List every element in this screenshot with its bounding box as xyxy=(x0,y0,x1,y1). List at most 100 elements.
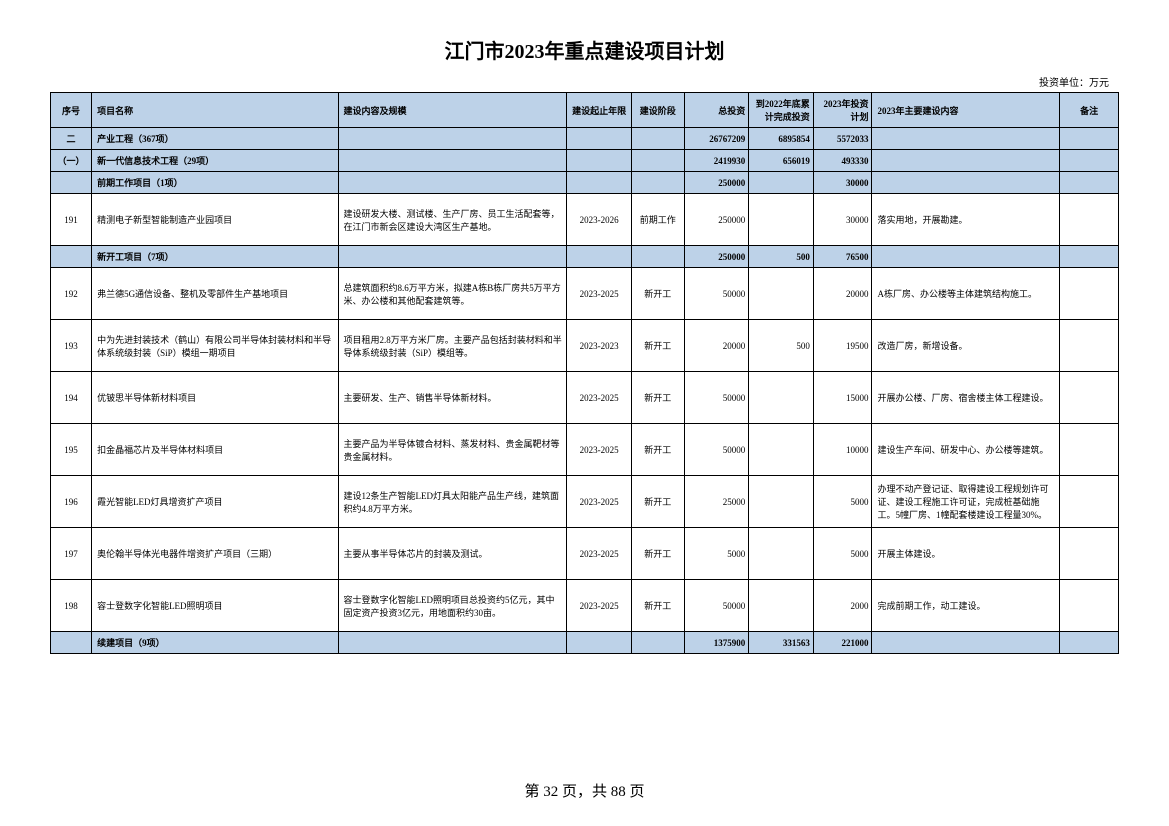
cell-name: 精测电子新型智能制造产业园项目 xyxy=(92,194,338,246)
cell-cumulative xyxy=(749,172,814,194)
cell-plan: 76500 xyxy=(813,246,872,268)
cell-name: 容士登数字化智能LED照明项目 xyxy=(92,580,338,632)
cell-period xyxy=(567,128,632,150)
cell-name: 新开工项目（7项） xyxy=(92,246,338,268)
cell-content: 改造厂房，新增设备。 xyxy=(872,320,1060,372)
table-row: 194优铍思半导体新材料项目主要研发、生产、销售半导体新材料。2023-2025… xyxy=(51,372,1119,424)
cell-phase: 前期工作 xyxy=(631,194,684,246)
cell-period: 2023-2025 xyxy=(567,528,632,580)
cell-total: 50000 xyxy=(684,424,749,476)
table-row: 二产业工程（367项）2676720968958545572033 xyxy=(51,128,1119,150)
cell-desc: 主要研发、生产、销售半导体新材料。 xyxy=(338,372,567,424)
cell-period xyxy=(567,150,632,172)
cell-total: 250000 xyxy=(684,172,749,194)
table-row: 续建项目（9项） 1375900331563221000 xyxy=(51,632,1119,654)
cell-period xyxy=(567,632,632,654)
col-header-cumulative: 到2022年底累计完成投资 xyxy=(749,93,814,128)
cell-cumulative: 656019 xyxy=(749,150,814,172)
cell-desc: 建设研发大楼、测试楼、生产厂房、员工生活配套等，在江门市新会区建设大湾区生产基地… xyxy=(338,194,567,246)
cell-content: 开展主体建设。 xyxy=(872,528,1060,580)
cell-period: 2023-2025 xyxy=(567,580,632,632)
col-header-desc: 建设内容及规模 xyxy=(338,93,567,128)
cell-seq: 二 xyxy=(51,128,92,150)
cell-name: 新一代信息技术工程（29项） xyxy=(92,150,338,172)
col-header-content: 2023年主要建设内容 xyxy=(872,93,1060,128)
cell-cumulative xyxy=(749,268,814,320)
cell-cumulative: 331563 xyxy=(749,632,814,654)
cell-period: 2023-2023 xyxy=(567,320,632,372)
cell-name: 续建项目（9项） xyxy=(92,632,338,654)
cell-content xyxy=(872,246,1060,268)
cell-plan: 20000 xyxy=(813,268,872,320)
cell-total: 5000 xyxy=(684,528,749,580)
cell-total: 20000 xyxy=(684,320,749,372)
cell-cumulative xyxy=(749,528,814,580)
table-row: 197奥伦翰半导体光电器件增资扩产项目（三期）主要从事半导体芯片的封装及测试。2… xyxy=(51,528,1119,580)
cell-period xyxy=(567,246,632,268)
cell-desc xyxy=(338,150,567,172)
cell-period: 2023-2026 xyxy=(567,194,632,246)
cell-desc: 项目租用2.8万平方米厂房。主要产品包括封装材料和半导体系统级封装（SiP）模组… xyxy=(338,320,567,372)
cell-content: A栋厂房、办公楼等主体建筑结构施工。 xyxy=(872,268,1060,320)
cell-desc xyxy=(338,632,567,654)
projects-table: 序号 项目名称 建设内容及规模 建设起止年限 建设阶段 总投资 到2022年底累… xyxy=(50,92,1119,654)
cell-desc: 主要从事半导体芯片的封装及测试。 xyxy=(338,528,567,580)
cell-phase: 新开工 xyxy=(631,528,684,580)
cell-period xyxy=(567,172,632,194)
cell-phase xyxy=(631,632,684,654)
cell-content xyxy=(872,128,1060,150)
cell-plan: 221000 xyxy=(813,632,872,654)
cell-total: 1375900 xyxy=(684,632,749,654)
col-header-name: 项目名称 xyxy=(92,93,338,128)
cell-phase xyxy=(631,172,684,194)
cell-desc: 建设12条生产智能LED灯具太阳能产品生产线，建筑面积约4.8万平方米。 xyxy=(338,476,567,528)
cell-cumulative: 500 xyxy=(749,320,814,372)
cell-cumulative xyxy=(749,476,814,528)
cell-seq: 197 xyxy=(51,528,92,580)
cell-plan: 30000 xyxy=(813,194,872,246)
table-row: 196霞光智能LED灯具增资扩产项目建设12条生产智能LED灯具太阳能产品生产线… xyxy=(51,476,1119,528)
col-header-total: 总投资 xyxy=(684,93,749,128)
cell-plan: 15000 xyxy=(813,372,872,424)
cell-content: 落实用地，开展勘建。 xyxy=(872,194,1060,246)
col-header-plan: 2023年投资计划 xyxy=(813,93,872,128)
cell-remark xyxy=(1060,150,1119,172)
table-header-row: 序号 项目名称 建设内容及规模 建设起止年限 建设阶段 总投资 到2022年底累… xyxy=(51,93,1119,128)
cell-plan: 493330 xyxy=(813,150,872,172)
cell-phase: 新开工 xyxy=(631,372,684,424)
col-header-remark: 备注 xyxy=(1060,93,1119,128)
cell-name: 奥伦翰半导体光电器件增资扩产项目（三期） xyxy=(92,528,338,580)
cell-seq: 193 xyxy=(51,320,92,372)
cell-phase: 新开工 xyxy=(631,424,684,476)
cell-remark xyxy=(1060,128,1119,150)
cell-seq: 194 xyxy=(51,372,92,424)
table-row: 前期工作项目（1项）25000030000 xyxy=(51,172,1119,194)
cell-name: 弗兰德5G通信设备、整机及零部件生产基地项目 xyxy=(92,268,338,320)
page-title: 江门市2023年重点建设项目计划 xyxy=(50,35,1119,64)
cell-remark xyxy=(1060,528,1119,580)
table-row: 192弗兰德5G通信设备、整机及零部件生产基地项目总建筑面积约8.6万平方米，拟… xyxy=(51,268,1119,320)
cell-desc xyxy=(338,172,567,194)
cell-content: 办理不动产登记证、取得建设工程规划许可证、建设工程施工许可证，完成桩基础施工。5… xyxy=(872,476,1060,528)
cell-remark xyxy=(1060,424,1119,476)
cell-desc xyxy=(338,128,567,150)
cell-seq: 196 xyxy=(51,476,92,528)
cell-phase: 新开工 xyxy=(631,320,684,372)
unit-label: 投资单位：万元 xyxy=(50,74,1119,89)
cell-phase xyxy=(631,150,684,172)
cell-seq: 195 xyxy=(51,424,92,476)
page-number: 第 32 页，共 88 页 xyxy=(0,780,1169,801)
cell-name: 扣金晶福芯片及半导体材料项目 xyxy=(92,424,338,476)
cell-plan: 19500 xyxy=(813,320,872,372)
cell-name: 中为先进封装技术（鹤山）有限公司半导体封装材料和半导体系统级封装（SiP）模组一… xyxy=(92,320,338,372)
cell-seq: 198 xyxy=(51,580,92,632)
cell-cumulative xyxy=(749,372,814,424)
cell-cumulative xyxy=(749,580,814,632)
cell-total: 25000 xyxy=(684,476,749,528)
cell-total: 26767209 xyxy=(684,128,749,150)
cell-total: 50000 xyxy=(684,580,749,632)
cell-name: 前期工作项目（1项） xyxy=(92,172,338,194)
table-row: 195扣金晶福芯片及半导体材料项目主要产品为半导体镀合材料、蒸发材料、贵金属靶材… xyxy=(51,424,1119,476)
cell-desc xyxy=(338,246,567,268)
cell-total: 50000 xyxy=(684,268,749,320)
